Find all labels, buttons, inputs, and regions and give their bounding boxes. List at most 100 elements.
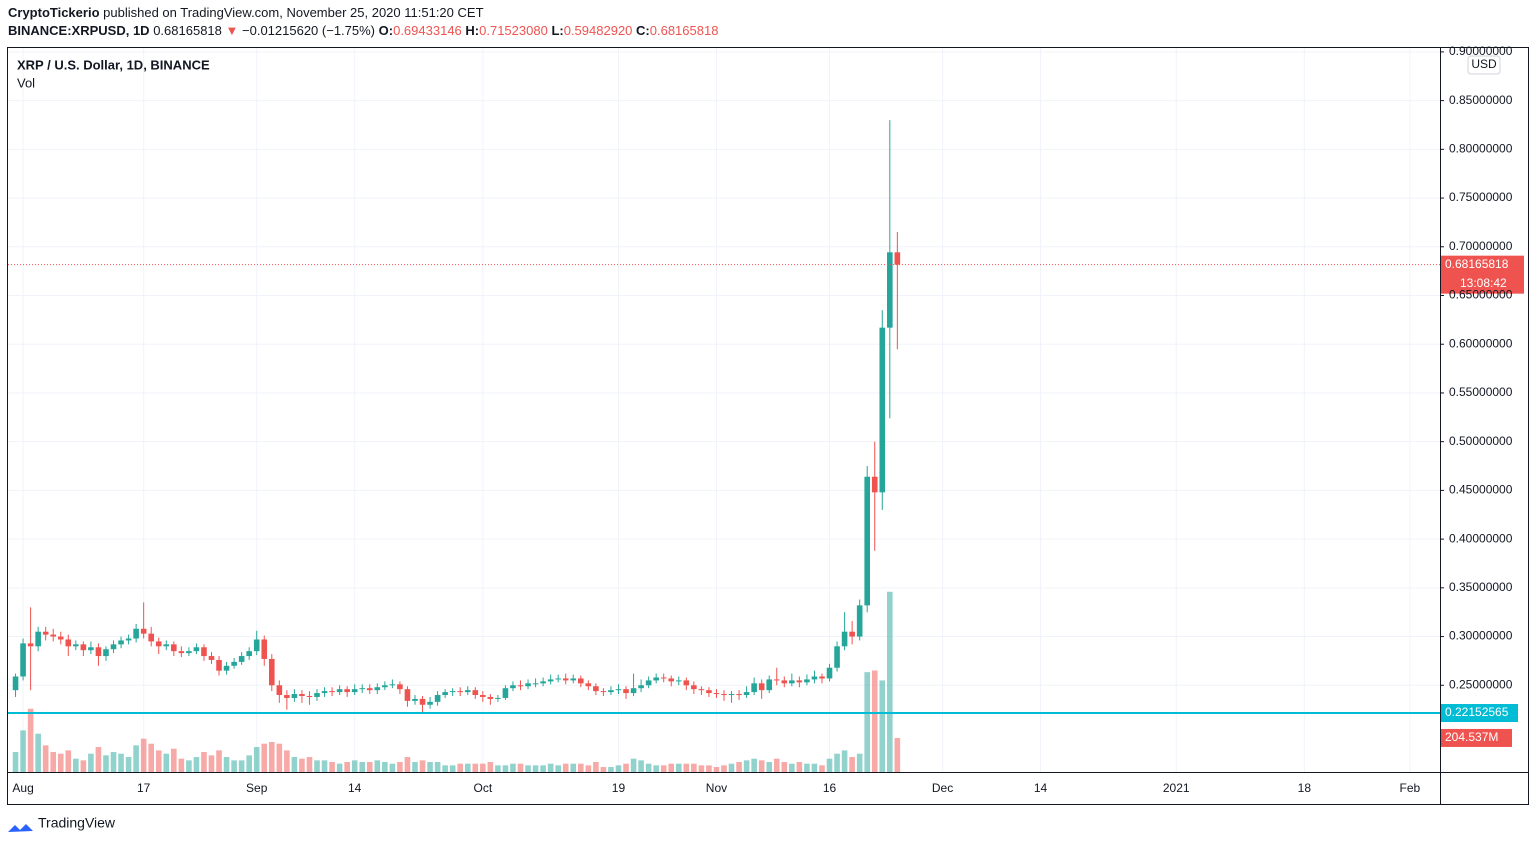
volume-bar bbox=[359, 762, 366, 772]
candle-body bbox=[336, 689, 343, 693]
candle-body bbox=[532, 683, 539, 685]
volume-bar bbox=[743, 760, 750, 772]
candle-body bbox=[706, 690, 712, 694]
candle-body bbox=[397, 684, 403, 690]
volume-bar bbox=[675, 763, 682, 772]
volume-bar bbox=[578, 763, 584, 772]
volume-bar bbox=[645, 763, 652, 772]
candle-body bbox=[442, 692, 448, 696]
candle-body bbox=[683, 680, 690, 686]
candle-body bbox=[284, 695, 290, 698]
y-tick-label: 0.35000000 bbox=[1449, 580, 1513, 594]
volume-bar bbox=[412, 762, 418, 772]
volume-bar bbox=[668, 763, 675, 772]
volume-bar bbox=[826, 758, 833, 772]
candle-body bbox=[758, 683, 765, 691]
candle-body bbox=[495, 697, 501, 699]
volume-bar bbox=[562, 763, 569, 772]
volume-bar bbox=[314, 760, 320, 772]
change: −0.01215620 (−1.75%) bbox=[242, 23, 375, 38]
x-tick-label: Feb bbox=[1400, 781, 1421, 795]
last-price-box bbox=[1440, 255, 1524, 294]
candle-body bbox=[630, 688, 637, 694]
volume-bar bbox=[253, 747, 260, 772]
c: 0.68165818 bbox=[650, 23, 719, 38]
volume-bar bbox=[464, 763, 471, 772]
volume-bar bbox=[480, 763, 486, 772]
candle-body bbox=[382, 685, 388, 688]
logo bbox=[8, 824, 33, 832]
o: 0.69433146 bbox=[393, 23, 462, 38]
volume-bar bbox=[487, 762, 494, 772]
candle-body bbox=[804, 679, 810, 683]
volume-bar bbox=[502, 765, 509, 772]
volume-bar bbox=[532, 765, 539, 772]
candle-body bbox=[389, 684, 396, 686]
candle-body bbox=[12, 676, 19, 691]
candle-body bbox=[675, 680, 682, 682]
chart-border bbox=[7, 47, 1529, 805]
candle-body bbox=[163, 644, 170, 647]
candle-body bbox=[547, 679, 554, 682]
candle-body bbox=[615, 689, 622, 691]
candle-body bbox=[268, 658, 275, 686]
volume-bar bbox=[178, 758, 185, 772]
volume-bar bbox=[404, 757, 411, 772]
x-tick-label: 16 bbox=[823, 781, 837, 795]
x-tick-label: 17 bbox=[137, 781, 151, 795]
y-tick-label: 0.25000000 bbox=[1449, 677, 1513, 691]
x-tick-label: 14 bbox=[348, 781, 362, 795]
candle-body bbox=[623, 689, 629, 694]
candle-body bbox=[789, 680, 795, 684]
candle-body bbox=[593, 686, 599, 692]
header-line1: CryptoTickerio published on TradingView.… bbox=[8, 5, 484, 20]
volume-bar bbox=[819, 765, 825, 772]
candle-body bbox=[65, 639, 72, 647]
volume-bar bbox=[238, 760, 245, 772]
volume-bar bbox=[201, 752, 207, 772]
candle-body bbox=[118, 640, 124, 645]
candle-body bbox=[110, 644, 117, 650]
candle-body bbox=[691, 685, 697, 690]
candle-body bbox=[811, 676, 818, 680]
candle-body bbox=[133, 628, 139, 639]
volume-bar bbox=[608, 767, 614, 772]
x-tick-label: 2021 bbox=[1163, 781, 1190, 795]
volume-bar bbox=[600, 767, 607, 772]
volume-bar bbox=[434, 762, 441, 772]
volume-bar bbox=[163, 753, 170, 772]
candle-body bbox=[27, 643, 34, 647]
candle-body bbox=[140, 628, 147, 634]
candle-body bbox=[88, 647, 94, 651]
volume-label: 204.537M bbox=[1445, 730, 1498, 744]
candle-body bbox=[781, 680, 788, 684]
volume-bar bbox=[517, 763, 524, 772]
candle-body bbox=[773, 679, 780, 681]
x-tick-label: Aug bbox=[12, 781, 33, 795]
candle-body bbox=[35, 631, 41, 647]
y-tick-label: 0.40000000 bbox=[1449, 531, 1513, 545]
currency-box bbox=[1467, 55, 1501, 75]
volume-bar bbox=[231, 760, 237, 772]
candle-body bbox=[314, 693, 320, 697]
hline-label: 0.22152565 bbox=[1445, 705, 1509, 719]
volume-bar bbox=[653, 765, 659, 772]
volume-bar bbox=[374, 760, 381, 772]
candle-body bbox=[819, 676, 825, 679]
volume-bar bbox=[261, 743, 268, 772]
volume-bar bbox=[57, 753, 64, 772]
volume-bar bbox=[615, 765, 622, 772]
x-tick-label: 14 bbox=[1034, 781, 1048, 795]
volume-bar bbox=[585, 765, 592, 772]
volume-bar bbox=[864, 672, 870, 772]
candle-body bbox=[871, 476, 878, 493]
volume-bar bbox=[630, 758, 637, 772]
volume-bar bbox=[186, 760, 192, 772]
volume-bar bbox=[766, 762, 773, 772]
volume-bar bbox=[804, 763, 810, 772]
candle-body bbox=[299, 694, 305, 696]
candle-body bbox=[645, 680, 652, 686]
overlay: 0.22152565 0.68165818 13:08:42 204.537M bbox=[8, 255, 1524, 747]
candle-body bbox=[555, 678, 561, 680]
